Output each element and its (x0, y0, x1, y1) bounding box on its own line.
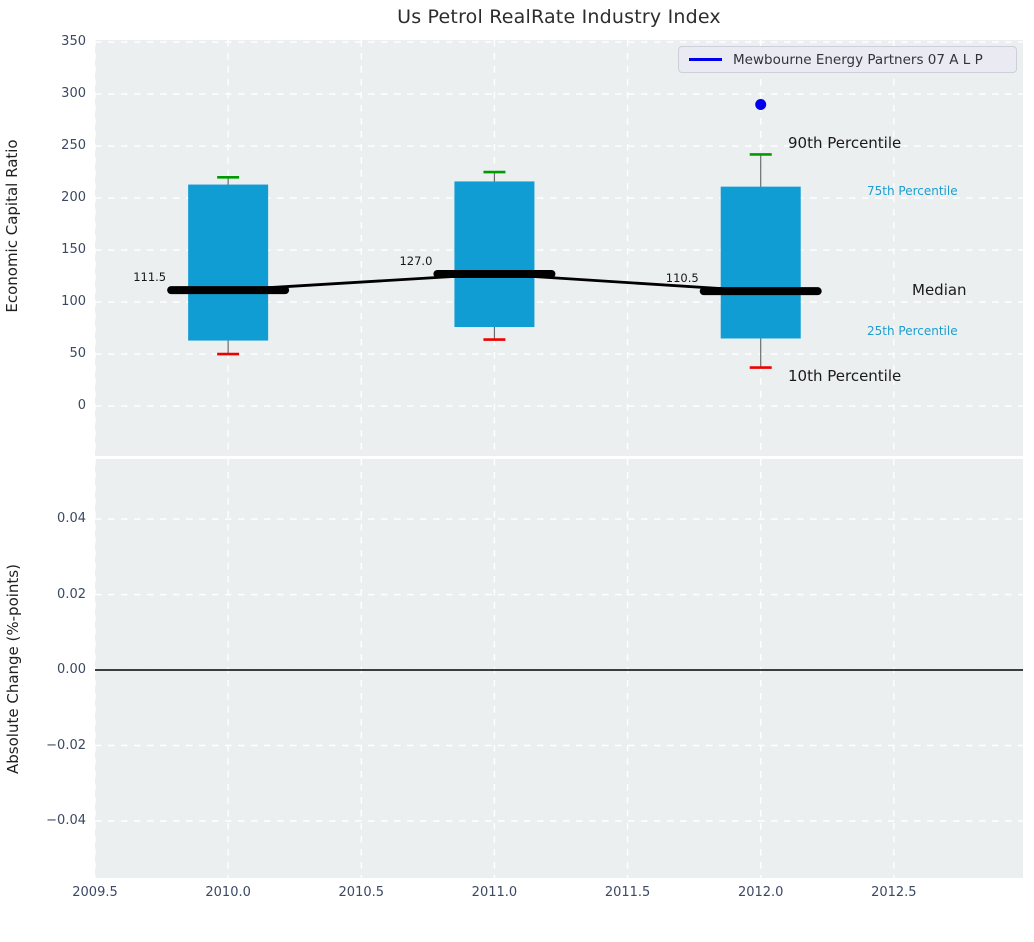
box-2011 (454, 181, 535, 328)
plot-area-bottom (94, 459, 1023, 878)
y-tick-bottom-0.00: 0.00 (57, 662, 86, 677)
y-tick-bottom-−0.02: −0.02 (46, 737, 86, 753)
x-tick-2011.5: 2011.5 (604, 885, 651, 900)
company-point (755, 98, 767, 110)
annotation-75th-percentile: 75th Percentile (867, 184, 958, 198)
annotation-90th-percentile: 90th Percentile (788, 134, 902, 152)
y-tick-top-150: 150 (61, 242, 86, 258)
median-value-label-2010: 111.5 (133, 270, 166, 284)
y-tick-top-300: 300 (61, 86, 86, 102)
x-tick-2012.0: 2012.0 (737, 885, 784, 900)
x-tick-2012.5: 2012.5 (871, 885, 917, 900)
chart-title: Us Petrol RealRate Industry Index (397, 6, 721, 28)
y-tick-top-0: 0 (77, 398, 86, 414)
median-value-label-2012: 110.5 (666, 271, 699, 285)
y-tick-bottom-−0.04: −0.04 (46, 813, 86, 828)
y-tick-top-50: 50 (69, 346, 86, 362)
legend-line-swatch (689, 58, 722, 61)
annotation-median: Median (912, 281, 967, 299)
legend: Mewbourne Energy Partners 07 A L P (678, 46, 1017, 73)
y-tick-top-100: 100 (61, 294, 86, 310)
boxplot-canvas: 111.5 127.0 110.5 (94, 40, 1023, 456)
x-tick-2009.5: 2009.5 (72, 885, 118, 900)
annotation-10th-percentile: 10th Percentile (788, 367, 902, 385)
x-tick-2010.0: 2010.0 (205, 885, 251, 900)
y-axis-label-top: Economic Capital Ratio (3, 139, 21, 313)
x-tick-2010.5: 2010.5 (338, 885, 385, 900)
y-tick-top-350: 350 (61, 34, 86, 50)
x-tick-2011.0: 2011.0 (471, 885, 518, 900)
y-tick-top-250: 250 (61, 138, 86, 154)
plot-area-top: 111.5 127.0 110.5 (94, 40, 1023, 456)
y-tick-bottom-0.04: 0.04 (57, 511, 86, 527)
y-tick-top-200: 200 (61, 190, 86, 206)
annotation-25th-percentile: 25th Percentile (867, 324, 958, 338)
absolute-change-canvas (94, 459, 1023, 878)
median-value-label-2011: 127.0 (399, 254, 432, 268)
box-2012 (720, 186, 801, 339)
box-2010 (188, 184, 269, 341)
y-tick-bottom-0.02: 0.02 (57, 586, 86, 602)
legend-label: Mewbourne Energy Partners 07 A L P (733, 51, 983, 68)
